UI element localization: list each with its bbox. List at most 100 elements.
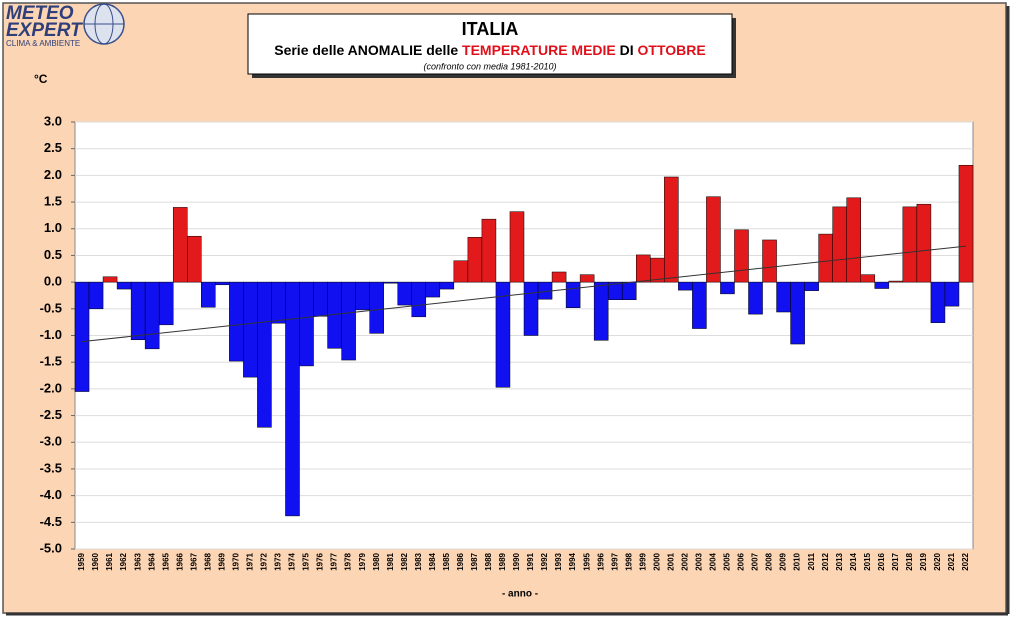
x-tick-label: 2007 bbox=[751, 552, 760, 570]
bar bbox=[313, 281, 328, 317]
x-tick-label: 1966 bbox=[175, 552, 184, 570]
x-tick-label: 1959 bbox=[77, 552, 86, 570]
x-tick-label: 1996 bbox=[596, 552, 605, 570]
chart-note: (confronto con media 1981-2010) bbox=[423, 61, 556, 71]
y-tick-label: 2.5 bbox=[44, 140, 62, 155]
bar bbox=[172, 207, 188, 283]
bar bbox=[916, 203, 932, 283]
bar bbox=[692, 281, 707, 329]
bar bbox=[762, 239, 777, 283]
y-tick-label: 2.0 bbox=[44, 167, 62, 182]
bar bbox=[341, 281, 356, 361]
bar bbox=[790, 281, 805, 345]
x-tick-label: 2015 bbox=[863, 552, 872, 570]
bar bbox=[158, 281, 174, 326]
x-tick-label: 2011 bbox=[807, 552, 816, 570]
bar bbox=[734, 229, 749, 283]
trend-line bbox=[81, 245, 967, 343]
x-tick-label: 1998 bbox=[624, 552, 633, 570]
x-tick-label: 1999 bbox=[638, 552, 647, 570]
x-tick-label: 1982 bbox=[400, 552, 409, 570]
x-tick-label: 2002 bbox=[680, 552, 689, 570]
x-tick-label: 1969 bbox=[217, 552, 226, 570]
bar bbox=[74, 281, 90, 392]
bar bbox=[201, 281, 216, 308]
bar bbox=[88, 281, 104, 310]
x-tick-label: 1991 bbox=[526, 552, 535, 570]
bar bbox=[664, 176, 679, 283]
bar bbox=[636, 254, 651, 283]
subtitle-part: TEMPERATURE MEDIE bbox=[462, 42, 616, 58]
y-tick-label: -5.0 bbox=[40, 540, 62, 555]
x-tick-label: 2019 bbox=[919, 552, 928, 570]
bar bbox=[846, 197, 861, 283]
x-tick-label: 1986 bbox=[456, 552, 465, 570]
bar bbox=[257, 281, 272, 428]
x-tick-label: 1976 bbox=[316, 552, 325, 570]
x-tick-label: 2004 bbox=[709, 552, 718, 570]
bar bbox=[888, 280, 904, 283]
bar bbox=[495, 281, 511, 388]
x-tick-label: 2022 bbox=[961, 552, 970, 570]
bar bbox=[187, 235, 202, 283]
x-tick-label: 2018 bbox=[905, 552, 914, 570]
y-tick-label: -1.0 bbox=[40, 327, 62, 342]
x-tick-label: 1965 bbox=[161, 552, 170, 570]
x-tick-label: 1972 bbox=[260, 552, 269, 570]
bar bbox=[593, 281, 609, 341]
subtitle-part: OTTOBRE bbox=[638, 42, 706, 58]
logo-text: METEO bbox=[6, 3, 74, 24]
x-tick-label: 1963 bbox=[133, 552, 142, 570]
bar bbox=[776, 281, 791, 313]
y-tick-label: -2.0 bbox=[40, 380, 62, 395]
bar bbox=[509, 211, 525, 283]
y-tick-label: -3.5 bbox=[40, 460, 62, 475]
x-tick-label: 1960 bbox=[91, 552, 100, 570]
bar bbox=[467, 237, 483, 283]
x-tick-label: 1987 bbox=[470, 552, 479, 570]
subtitle-part: Serie delle bbox=[274, 42, 347, 58]
bar bbox=[215, 281, 230, 286]
x-tick-label: 1997 bbox=[610, 552, 619, 570]
bar bbox=[720, 281, 735, 295]
x-axis-label: - anno - bbox=[502, 589, 538, 600]
bar bbox=[397, 281, 412, 306]
bar bbox=[579, 274, 595, 283]
x-tick-label: 2014 bbox=[849, 552, 858, 570]
x-tick-label: 2005 bbox=[723, 552, 732, 570]
bar bbox=[804, 281, 819, 291]
bar bbox=[551, 271, 567, 283]
y-tick-label: -3.0 bbox=[40, 434, 62, 449]
bar bbox=[383, 281, 398, 284]
bar bbox=[453, 260, 469, 283]
y-tick-label: -0.5 bbox=[40, 300, 62, 315]
x-tick-label: 1981 bbox=[386, 552, 395, 570]
bar bbox=[116, 281, 132, 290]
x-tick-label: 1978 bbox=[344, 552, 353, 570]
chart-subtitle: Serie delle ANOMALIE delle TEMPERATURE M… bbox=[274, 42, 706, 58]
x-tick-label: 2009 bbox=[779, 552, 788, 570]
bar bbox=[958, 164, 974, 283]
x-tick-label: 2006 bbox=[737, 552, 746, 570]
bar bbox=[944, 281, 960, 307]
bar bbox=[243, 281, 258, 378]
chart-title: ITALIA bbox=[462, 19, 519, 39]
y-tick-label: -4.5 bbox=[40, 514, 62, 529]
x-tick-label: 2013 bbox=[835, 552, 844, 570]
bar bbox=[902, 206, 918, 283]
bar bbox=[299, 281, 314, 367]
y-tick-label: 3.0 bbox=[44, 113, 62, 128]
bar bbox=[130, 281, 146, 341]
x-tick-label: 1974 bbox=[288, 552, 297, 570]
subtitle-part: DI bbox=[616, 42, 638, 58]
y-tick-label: 0.0 bbox=[44, 274, 62, 289]
bar bbox=[874, 281, 890, 289]
y-tick-label: -4.0 bbox=[40, 487, 62, 502]
x-tick-label: 1990 bbox=[512, 552, 521, 570]
x-tick-label: 2000 bbox=[652, 552, 661, 570]
bar bbox=[818, 233, 833, 283]
x-tick-label: 2003 bbox=[695, 552, 704, 570]
x-tick-label: 1989 bbox=[498, 552, 507, 570]
bar bbox=[565, 281, 581, 308]
bar bbox=[860, 274, 876, 283]
